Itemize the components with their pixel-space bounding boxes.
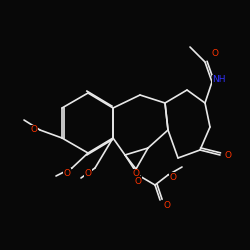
Text: O: O <box>134 176 141 186</box>
Text: O: O <box>84 168 91 177</box>
Text: O: O <box>64 168 70 177</box>
Text: O: O <box>132 170 140 178</box>
Text: O: O <box>30 126 38 134</box>
Text: O: O <box>224 150 232 160</box>
Text: O: O <box>170 172 176 182</box>
Text: O: O <box>212 50 218 58</box>
Text: NH: NH <box>212 76 226 84</box>
Text: O: O <box>164 200 170 209</box>
